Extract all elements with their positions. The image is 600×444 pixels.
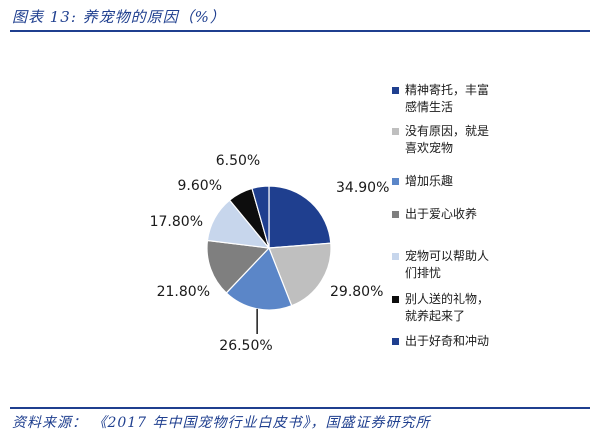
legend-label: 出于好奇和冲动 <box>405 334 490 348</box>
data-label-1: 34.90% <box>336 180 389 196</box>
source-note: 资料来源： 《2017 年中国宠物行业白皮书》，国盛证券研究所 <box>12 415 431 431</box>
legend-label: 没有原因，就是 喜欢宠物 <box>405 124 490 155</box>
pie-slice-7 <box>251 185 270 249</box>
data-label-7: 6.50% <box>216 153 260 169</box>
legend-swatch <box>392 87 399 94</box>
legend-item-5: 宠物可以帮助人 们排忧 <box>392 248 592 282</box>
chart-title: 图表 13: 养宠物的原因（%） <box>12 8 226 26</box>
data-label-2: 29.80% <box>330 284 383 300</box>
data-label-5: 17.80% <box>150 214 203 230</box>
legend-label: 增加乐趣 <box>405 174 454 188</box>
legend-swatch <box>392 253 399 260</box>
legend-swatch <box>392 211 399 218</box>
legend-swatch <box>392 128 399 135</box>
footer-divider <box>10 407 590 409</box>
pie-slice-1 <box>268 185 332 249</box>
legend-swatch <box>392 296 399 303</box>
data-label-4: 21.80% <box>157 284 210 300</box>
legend-item-7: 出于好奇和冲动 <box>392 333 592 350</box>
data-label-6: 9.60% <box>178 178 222 194</box>
title-divider <box>10 30 590 32</box>
legend-label: 出于爱心收养 <box>405 207 478 221</box>
legend-label: 精神寄托，丰富 感情生活 <box>405 83 490 114</box>
legend-swatch <box>392 338 399 345</box>
legend-item-2: 没有原因，就是 喜欢宠物 <box>392 123 592 157</box>
legend-item-4: 出于爱心收养 <box>392 206 592 223</box>
legend-item-1: 精神寄托，丰富 感情生活 <box>392 82 592 116</box>
legend-label: 宠物可以帮助人 们排忧 <box>405 249 490 280</box>
pie-slice-4 <box>206 239 271 294</box>
legend-swatch <box>392 178 399 185</box>
legend-item-3: 增加乐趣 <box>392 173 592 190</box>
data-label-3: 26.50% <box>219 338 272 354</box>
pie-slice-3 <box>225 246 293 311</box>
legend-item-6: 别人送的礼物， 就养起来了 <box>392 291 592 325</box>
pie-slice-2 <box>268 242 332 307</box>
legend-label: 别人送的礼物， 就养起来了 <box>405 292 490 323</box>
